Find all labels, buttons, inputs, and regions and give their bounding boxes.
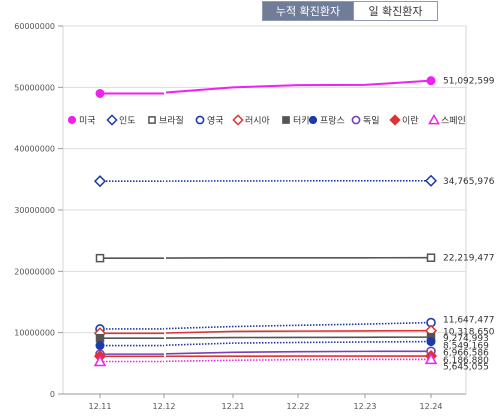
series-end-label: 6,186,880: [443, 356, 489, 366]
x-tick-label: 12.12: [153, 402, 176, 411]
series-line: [165, 340, 432, 346]
y-tick-label: 50000000: [14, 83, 55, 92]
series-marker-end: [426, 76, 436, 86]
x-tick-label: 12.22: [287, 402, 310, 411]
x-tick-label: 12.24: [420, 402, 443, 411]
series-end-label: 22,219,477: [443, 254, 495, 264]
series-marker-end: [424, 174, 438, 187]
series-marker-end: [426, 253, 436, 262]
legend-marker: [67, 115, 77, 125]
series-end-label: 5,645,055: [443, 362, 489, 372]
series-line: [165, 79, 432, 94]
tab-daily-cases[interactable]: 일 확진환자: [354, 1, 438, 21]
y-tick-label: 60000000: [14, 22, 55, 31]
legend-marker: [308, 115, 318, 125]
legend-label: 프랑스: [320, 115, 345, 127]
legend-label: 터키: [293, 116, 310, 127]
x-tick-label: 12.21: [222, 402, 245, 411]
legend-marker: [351, 115, 361, 125]
legend-marker: [389, 114, 401, 126]
y-tick-label: 20000000: [14, 267, 55, 276]
series-marker-start: [95, 88, 105, 98]
series-end-label: 11,647,477: [443, 316, 495, 326]
series-line: [165, 358, 432, 363]
series-line: [165, 329, 432, 334]
series-end-label: 51,092,599: [443, 77, 495, 87]
series-line: [165, 336, 432, 339]
y-tick-label: 30000000: [14, 206, 55, 215]
y-tick-label: 40000000: [14, 145, 55, 154]
legend-marker: [282, 116, 290, 124]
series-marker-end: [424, 352, 438, 365]
series-marker-start: [95, 341, 105, 351]
series-end-label: 8,549,169: [443, 342, 489, 352]
legend-label: 러시아: [245, 116, 271, 127]
x-tick-label: 12.23: [354, 402, 377, 411]
series-end-label: 34,765,976: [443, 177, 495, 187]
y-tick-label: 10000000: [14, 329, 55, 338]
legend-label: 인도: [119, 116, 136, 127]
legend-label: 브라질: [159, 115, 184, 127]
legend-label: 이란: [402, 115, 419, 127]
series-end-label: 10,318,650: [443, 328, 495, 338]
series-marker-start: [95, 253, 105, 263]
legend-marker: [195, 115, 205, 125]
series-end-label: 6,966,586: [443, 348, 489, 358]
y-tick-label: 0: [50, 390, 55, 399]
legend-label: 미국: [79, 116, 96, 127]
series-marker-start: [93, 354, 107, 367]
chart-tabs: 누적 확진환자 일 확진환자: [262, 1, 438, 21]
legend-label: 독일: [363, 116, 380, 127]
series-marker-start: [93, 175, 107, 188]
tab-cumulative-cases[interactable]: 누적 확진환자: [262, 1, 354, 21]
legend-label: 영국: [207, 116, 224, 127]
legend-marker: [148, 116, 156, 124]
legend-marker: [428, 113, 440, 125]
x-tick-label: 12.11: [89, 402, 112, 411]
legend-marker: [106, 114, 118, 126]
series-line: [165, 350, 432, 355]
series-end-label: 9,274,993: [443, 334, 489, 344]
legend-label: 스페인: [441, 116, 466, 127]
series-marker-start: [95, 333, 105, 343]
series-marker-end: [426, 337, 436, 347]
series-line: [165, 321, 432, 330]
legend-marker: [232, 114, 244, 126]
